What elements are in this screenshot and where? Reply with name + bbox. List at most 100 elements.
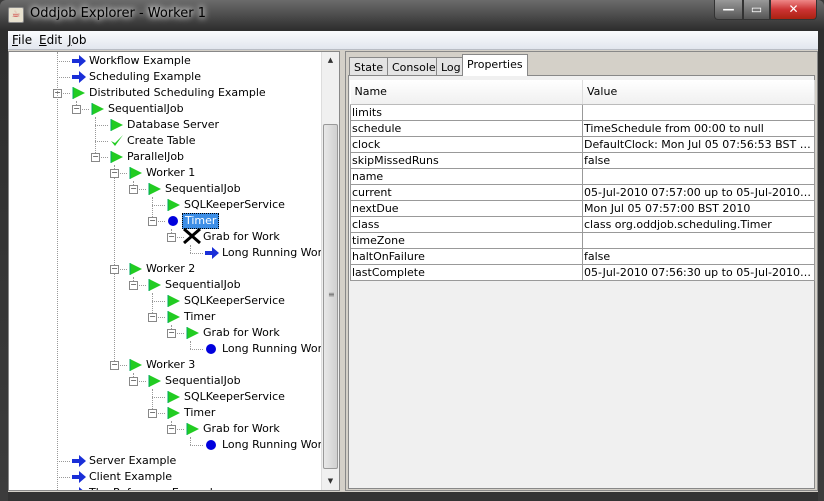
property-value[interactable]: class org.oddjob.scheduling.Timer <box>582 215 815 233</box>
tree-node[interactable]: − Grab for Work <box>9 421 321 437</box>
property-name[interactable]: current <box>350 183 583 201</box>
tree-node[interactable]: Create Table <box>9 133 321 149</box>
tree-node[interactable]: Client Example <box>9 469 321 485</box>
scroll-up-arrow-icon[interactable]: ▲ <box>327 56 334 64</box>
collapse-toggle-icon[interactable]: − <box>110 264 119 274</box>
tree-node[interactable]: Workflow Example <box>9 53 321 69</box>
maximize-button[interactable]: ▭ <box>743 0 770 20</box>
tree-node[interactable]: Long Running Work <box>9 437 321 453</box>
tree-node[interactable]: SQLKeeperService <box>9 197 321 213</box>
tree-vertical-scrollbar[interactable]: ▲ ≡ ▼ <box>321 52 339 490</box>
tab-state[interactable]: State <box>349 57 389 75</box>
tree-node[interactable]: − Worker 2 <box>9 261 321 277</box>
tree-node-label: SequentialJob <box>165 374 241 387</box>
tree-node[interactable]: Scheduling Example <box>9 69 321 85</box>
table-row[interactable]: class class org.oddjob.scheduling.Timer <box>350 215 815 233</box>
collapse-toggle-icon[interactable]: − <box>91 152 100 162</box>
tree-node[interactable]: − ParallelJob <box>9 149 321 165</box>
job-tree[interactable]: Workflow Example Scheduling Example − Distr… <box>9 52 321 490</box>
property-value[interactable] <box>582 231 815 249</box>
tree-node[interactable]: Long Running Work <box>9 341 321 357</box>
table-row[interactable]: limits <box>350 103 815 121</box>
collapse-toggle-icon[interactable]: − <box>167 232 176 242</box>
tab-properties[interactable]: Properties <box>462 54 528 76</box>
collapse-toggle-icon[interactable]: − <box>129 280 138 290</box>
close-button[interactable]: ✕ <box>770 0 817 20</box>
table-row[interactable]: name <box>350 167 815 185</box>
tree-node-label: Worker 3 <box>146 358 196 371</box>
tree-node[interactable]: Database Server <box>9 117 321 133</box>
tab-log[interactable]: Log <box>436 57 466 75</box>
property-value[interactable] <box>582 167 815 185</box>
property-value[interactable]: 05-Jul-2010 07:56:30 up to 05-Jul-2010 0… <box>582 263 815 281</box>
table-row[interactable]: current 05-Jul-2010 07:57:00 up to 05-Jul… <box>350 183 815 201</box>
collapse-toggle-icon[interactable]: − <box>148 216 157 226</box>
collapse-toggle-icon[interactable]: − <box>129 376 138 386</box>
menu-edit[interactable]: Edit <box>39 33 62 47</box>
property-name[interactable]: limits <box>350 103 583 121</box>
tree-connector <box>57 93 70 94</box>
collapse-toggle-icon[interactable]: − <box>148 408 157 418</box>
property-name[interactable]: class <box>350 215 583 233</box>
menu-file[interactable]: File <box>12 33 32 47</box>
table-row[interactable]: schedule TimeSchedule from 00:00 to null <box>350 119 815 137</box>
menu-job[interactable]: Job <box>68 33 87 47</box>
table-row[interactable]: skipMissedRuns false <box>350 151 815 169</box>
tree-node[interactable]: − Timer <box>9 309 321 325</box>
collapse-toggle-icon[interactable]: − <box>72 104 81 114</box>
property-name[interactable]: skipMissedRuns <box>350 151 583 169</box>
collapse-toggle-icon[interactable]: − <box>110 168 119 178</box>
tree-node[interactable]: Long Running Work <box>9 245 321 261</box>
collapse-toggle-icon[interactable]: − <box>167 328 176 338</box>
java-app-icon[interactable]: ☕ <box>8 7 24 23</box>
property-name[interactable]: name <box>350 167 583 185</box>
property-value[interactable]: DefaultClock: Mon Jul 05 07:56:53 BST 20… <box>582 135 815 153</box>
tree-node[interactable]: − Timer <box>9 213 321 229</box>
property-name[interactable]: haltOnFailure <box>350 247 583 265</box>
property-name[interactable]: clock <box>350 135 583 153</box>
tree-node[interactable]: SQLKeeperService <box>9 293 321 309</box>
collapse-toggle-icon[interactable]: − <box>129 184 138 194</box>
minimize-button[interactable]: — <box>714 0 743 20</box>
property-name[interactable]: lastComplete <box>350 263 583 281</box>
column-header-value[interactable]: Value <box>582 80 815 105</box>
scroll-down-arrow-icon[interactable]: ▼ <box>327 477 334 485</box>
property-value[interactable]: 05-Jul-2010 07:57:00 up to 05-Jul-2010 0… <box>582 183 815 201</box>
title-bar[interactable]: ☕ Oddjob Explorer - Worker 1 — ▭ ✕ <box>0 0 824 30</box>
scrollbar-thumb[interactable]: ≡ <box>323 124 338 469</box>
tree-node[interactable]: − Distributed Scheduling Example <box>9 85 321 101</box>
tree-connector <box>152 389 153 413</box>
property-value[interactable]: TimeSchedule from 00:00 to null <box>582 119 815 137</box>
tree-node[interactable]: − Worker 1 <box>9 165 321 181</box>
tree-node[interactable]: − Grab for Work <box>9 325 321 341</box>
tree-node[interactable]: − Timer <box>9 405 321 421</box>
property-value[interactable] <box>582 103 815 121</box>
property-value[interactable]: false <box>582 247 815 265</box>
table-row[interactable]: nextDue Mon Jul 05 07:57:00 BST 2010 <box>350 199 815 217</box>
table-row[interactable]: haltOnFailure false <box>350 247 815 265</box>
collapse-toggle-icon[interactable]: − <box>110 360 119 370</box>
split-pane-divider[interactable] <box>340 50 346 492</box>
ready-arrow-icon <box>72 55 86 67</box>
property-value[interactable]: false <box>582 151 815 169</box>
property-name[interactable]: timeZone <box>350 231 583 249</box>
column-header-name[interactable]: Name <box>350 80 583 105</box>
property-value[interactable]: Mon Jul 05 07:57:00 BST 2010 <box>582 199 815 217</box>
tree-node[interactable]: − Grab for Work <box>9 227 321 245</box>
collapse-toggle-icon[interactable]: − <box>167 424 176 434</box>
table-row[interactable]: clock DefaultClock: Mon Jul 05 07:56:53 B… <box>350 135 815 153</box>
tab-console[interactable]: Console <box>387 57 441 75</box>
table-row[interactable]: timeZone <box>350 231 815 249</box>
tree-node[interactable]: The Reference Examples <box>9 485 321 490</box>
tree-node[interactable]: − SequentialJob <box>9 277 321 293</box>
property-name[interactable]: schedule <box>350 119 583 137</box>
tree-node[interactable]: − SequentialJob <box>9 101 321 117</box>
collapse-toggle-icon[interactable]: − <box>148 312 157 322</box>
tree-node[interactable]: SQLKeeperService <box>9 389 321 405</box>
tree-node[interactable]: − SequentialJob <box>9 181 321 197</box>
tree-node[interactable]: Server Example <box>9 453 321 469</box>
tree-node[interactable]: − SequentialJob <box>9 373 321 389</box>
property-name[interactable]: nextDue <box>350 199 583 217</box>
table-row[interactable]: lastComplete 05-Jul-2010 07:56:30 up to 0… <box>350 263 815 281</box>
tree-node[interactable]: − Worker 3 <box>9 357 321 373</box>
